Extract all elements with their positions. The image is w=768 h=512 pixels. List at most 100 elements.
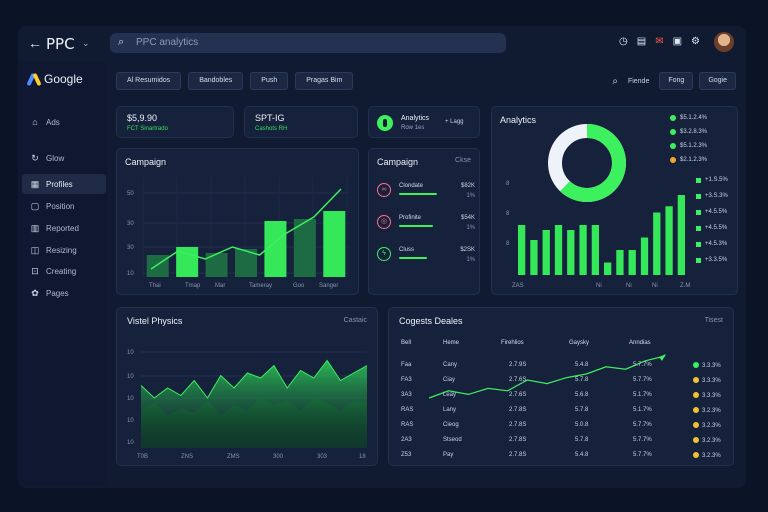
legend-dot-icon bbox=[670, 115, 676, 121]
sidebar-item-label: Reported bbox=[46, 223, 79, 233]
toolbar-button[interactable]: Fong bbox=[659, 72, 694, 90]
legend-label: +4.5.5% bbox=[705, 225, 728, 231]
x-tick: Z.M bbox=[680, 283, 690, 289]
campaign-chart-card: Campaign 50 30 30 10 Thai Tmap Mar Tamer… bbox=[116, 148, 359, 295]
table-row[interactable]: RAS Cieog 2.7.8S 5.0.8 5.7.7% 3.2.3% bbox=[401, 422, 731, 436]
series-line bbox=[140, 359, 368, 399]
table-row[interactable]: 2A3 Stseod 2.7.8S 5.7.8 5.7.7% 3.2.3% bbox=[401, 437, 731, 451]
legend-square-icon bbox=[696, 225, 701, 231]
filter-chip[interactable]: Push bbox=[250, 72, 289, 90]
sidebar-item-glow[interactable]: ↻ Glow bbox=[22, 148, 106, 168]
table-cell: 5.4.8 bbox=[575, 362, 589, 368]
legend-item: $5.1.2.3% bbox=[670, 143, 707, 149]
sidebar-item-ads[interactable]: ⌂ Ads bbox=[22, 112, 106, 132]
campaign-row[interactable]: ϟ Cluss $2SK 1% bbox=[377, 245, 475, 275]
mail-icon[interactable]: ✉ bbox=[655, 36, 664, 47]
x-tick: 300 bbox=[273, 454, 284, 460]
sidebar-item-label: Profiles bbox=[46, 179, 73, 189]
calendar-icon[interactable]: ▤ bbox=[636, 36, 647, 47]
campaign-sub: 1% bbox=[466, 225, 475, 231]
filter-chip[interactable]: Al Resumidos bbox=[116, 72, 182, 90]
chart-bar bbox=[530, 240, 538, 275]
sidebar-item-profiles[interactable]: ▦ Profiles bbox=[22, 174, 106, 194]
filter-chip[interactable]: Bandobles bbox=[188, 72, 244, 90]
toolbar-right: ⌕ Fiende Fong Gogie bbox=[612, 72, 736, 90]
table-row[interactable]: FA3 Ciay 2.7.6S 5.7.8 5.7.7% 3.3.3% bbox=[401, 377, 731, 391]
visits-chart-card: Vistel Physics Castaic 10 10 10 10 10 T0… bbox=[116, 307, 378, 466]
column-header[interactable]: Bell bbox=[401, 340, 412, 346]
table-cell: 5.7.7% bbox=[633, 452, 652, 458]
sidebar-item-pages[interactable]: ✿ Pages bbox=[22, 283, 106, 303]
table-row[interactable]: RAS Lany 2.7.8S 5.7.8 5.1.7% 3.2.3% bbox=[401, 407, 731, 421]
table-cell: 5.7.8 bbox=[575, 407, 589, 413]
column-header[interactable]: Heme bbox=[443, 340, 460, 346]
chart-bar bbox=[146, 255, 169, 277]
google-ads-logo-icon bbox=[28, 73, 40, 85]
settings-icon[interactable]: ⚙ bbox=[691, 36, 700, 47]
campaign-row[interactable]: ∞ Clondate $82K 1% bbox=[377, 181, 475, 211]
legend-label: +3.3.5% bbox=[705, 257, 728, 263]
table-cell: Ciay bbox=[443, 377, 456, 383]
kpi-value: SPT-IG bbox=[255, 113, 285, 123]
bolt-icon: ϟ bbox=[377, 247, 391, 261]
kpi-sub: FCT Sinartrado bbox=[127, 126, 168, 132]
toolbar-button[interactable]: Gogie bbox=[699, 72, 736, 90]
toolbar-label[interactable]: Fiende bbox=[627, 77, 650, 85]
status-dot-icon bbox=[693, 407, 699, 413]
column-header[interactable]: Gaysky bbox=[569, 340, 590, 346]
clock-icon[interactable]: ◷ bbox=[619, 36, 628, 47]
legend-label: +3.S.3% bbox=[705, 193, 728, 199]
top-bar: ← PPC ⌄ ⌕ PPC analytics ◷ ▤ ✉ ▣ ⚙ bbox=[18, 26, 746, 62]
details-line-chart bbox=[428, 354, 666, 399]
back-arrow-icon[interactable]: ← bbox=[28, 35, 42, 51]
x-tick: ZNS bbox=[181, 454, 193, 460]
table-row[interactable]: 3A3 Leay 2.7.6S 5.6.8 5.1.7% 3.3.3% bbox=[401, 392, 731, 406]
legend-item: +4.5.3% bbox=[696, 241, 727, 247]
search-bar[interactable]: ⌕ PPC analytics bbox=[110, 33, 506, 53]
table-cell: 5.7.8 bbox=[575, 437, 589, 443]
chart-bar bbox=[604, 262, 612, 275]
sidebar-item-creating[interactable]: ⊡ Creating bbox=[22, 261, 106, 281]
avatar[interactable] bbox=[714, 32, 734, 52]
search-input[interactable]: PPC analytics bbox=[136, 37, 199, 48]
filter-chip[interactable]: Pragas Bim bbox=[295, 72, 354, 90]
legend-item: $3.2.8.3% bbox=[670, 129, 707, 135]
message-icon[interactable]: ▣ bbox=[672, 36, 683, 47]
table-cell: 3.2.3% bbox=[693, 437, 721, 444]
campaign-row[interactable]: ◎ Profinite $54K 1% bbox=[377, 213, 475, 243]
table-row[interactable]: Z53 Pay 2.7.8S 5.4.8 5.7.7% 3.2.3% bbox=[401, 452, 731, 466]
campaign-chart: 50 30 30 10 Thai Tmap Mar Tameray Goo Sa… bbox=[127, 177, 349, 289]
table-cell: RAS bbox=[401, 407, 414, 413]
table-row[interactable]: Faa Cany 2.7.9S 5.4.8 5.7.7% 3.3.3% bbox=[401, 362, 731, 376]
legend-label: +4.5.3% bbox=[705, 241, 728, 247]
table-cell: 3.3.3% bbox=[693, 392, 721, 399]
x-tick: 18 bbox=[359, 454, 366, 460]
chart-bar bbox=[677, 195, 685, 275]
kpi-campaign-card[interactable]: Analytics Row 1es + Lagg bbox=[368, 106, 480, 138]
filter-chips: Al Resumidos Bandobles Push Pragas Bim bbox=[116, 72, 354, 90]
x-tick: Mar bbox=[215, 283, 225, 289]
column-header[interactable]: Firehlios bbox=[501, 340, 524, 346]
sidebar-item-position[interactable]: ▢ Position bbox=[22, 196, 106, 216]
chart-bar bbox=[542, 230, 550, 275]
brand-logo[interactable]: Google bbox=[28, 72, 83, 86]
legend-label: $5.1.2.3% bbox=[680, 143, 708, 149]
column-header[interactable]: Anndias bbox=[629, 340, 651, 346]
campaign-progress bbox=[399, 193, 437, 195]
kpi-card[interactable]: $5,9.90 FCT Sinartrado bbox=[116, 106, 234, 138]
legend-square-icon bbox=[696, 257, 701, 263]
y-tick: 10 bbox=[127, 396, 134, 402]
card-sub: Castaic bbox=[343, 317, 367, 324]
legend-item: +4.5.5% bbox=[696, 225, 727, 231]
chevron-down-icon[interactable]: ⌄ bbox=[82, 38, 90, 48]
layers-icon: ◫ bbox=[30, 244, 40, 255]
sidebar-item-resizing[interactable]: ◫ Resizing bbox=[22, 240, 106, 260]
legend-square-icon bbox=[696, 209, 701, 215]
brand-name: Google bbox=[44, 72, 83, 86]
table-cell: 3.2.3% bbox=[693, 452, 721, 459]
kpi-card[interactable]: SPT-IG Cashots RH bbox=[244, 106, 358, 138]
sidebar-item-reported[interactable]: ▥ Reported bbox=[22, 218, 106, 238]
x-tick: ZAS bbox=[512, 283, 524, 289]
kpi-sub: Cashots RH bbox=[255, 126, 288, 132]
search-icon[interactable]: ⌕ bbox=[612, 75, 618, 87]
